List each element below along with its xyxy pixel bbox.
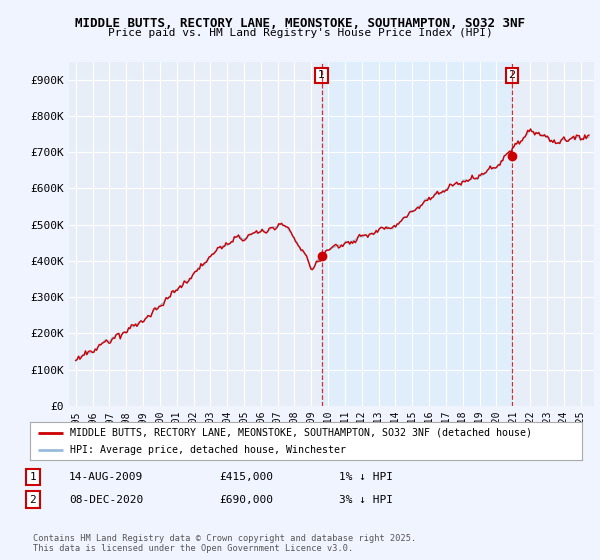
Text: 1: 1 [318, 71, 325, 81]
Text: Contains HM Land Registry data © Crown copyright and database right 2025.
This d: Contains HM Land Registry data © Crown c… [33, 534, 416, 553]
Text: £415,000: £415,000 [219, 472, 273, 482]
Text: 2: 2 [508, 71, 515, 81]
Text: 1: 1 [29, 472, 37, 482]
Text: HPI: Average price, detached house, Winchester: HPI: Average price, detached house, Winc… [70, 445, 346, 455]
Text: 08-DEC-2020: 08-DEC-2020 [69, 494, 143, 505]
Text: 2: 2 [29, 494, 37, 505]
Text: 14-AUG-2009: 14-AUG-2009 [69, 472, 143, 482]
Text: MIDDLE BUTTS, RECTORY LANE, MEONSTOKE, SOUTHAMPTON, SO32 3NF (detached house): MIDDLE BUTTS, RECTORY LANE, MEONSTOKE, S… [70, 427, 532, 437]
Text: 1% ↓ HPI: 1% ↓ HPI [339, 472, 393, 482]
Text: Price paid vs. HM Land Registry's House Price Index (HPI): Price paid vs. HM Land Registry's House … [107, 28, 493, 38]
Text: 3% ↓ HPI: 3% ↓ HPI [339, 494, 393, 505]
Text: MIDDLE BUTTS, RECTORY LANE, MEONSTOKE, SOUTHAMPTON, SO32 3NF: MIDDLE BUTTS, RECTORY LANE, MEONSTOKE, S… [75, 17, 525, 30]
Text: £690,000: £690,000 [219, 494, 273, 505]
Bar [322, 62, 512, 406]
